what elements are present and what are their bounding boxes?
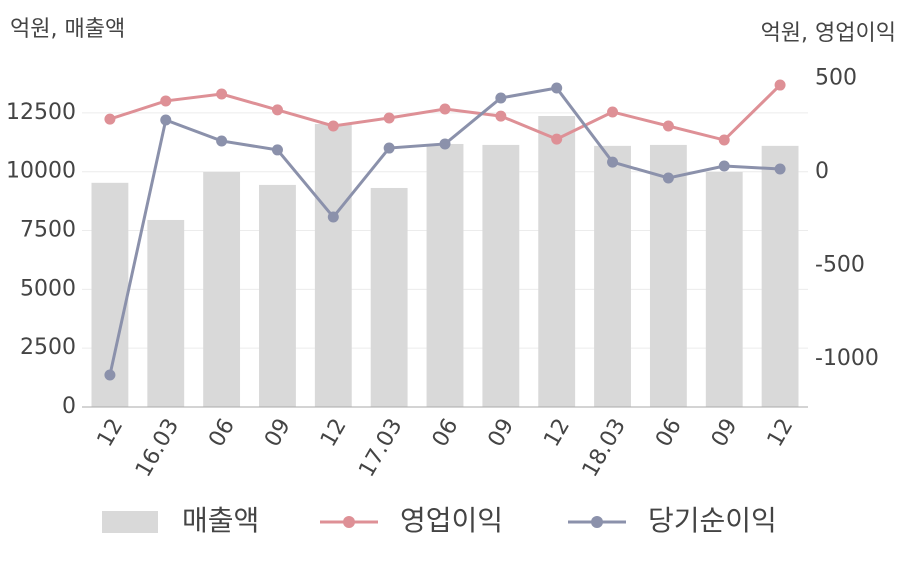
y-tick-label: 2500 <box>20 335 76 360</box>
point <box>216 88 228 100</box>
bar <box>426 143 464 407</box>
point <box>774 163 786 175</box>
point <box>216 135 228 147</box>
bar <box>203 171 241 407</box>
point <box>104 113 116 125</box>
bar <box>761 145 799 407</box>
x-tick-label: 18.03 <box>578 415 631 482</box>
legend-marker <box>343 516 355 528</box>
point <box>718 160 730 172</box>
point <box>662 120 674 132</box>
point <box>495 92 507 104</box>
x-tick-label: 12 <box>539 415 575 452</box>
x-tick-label: 09 <box>707 415 743 452</box>
point <box>495 110 507 122</box>
point <box>774 79 786 91</box>
point <box>160 114 172 126</box>
y-tick-label: 5000 <box>20 276 76 301</box>
bar <box>314 123 352 408</box>
x-tick-label: 06 <box>204 415 240 452</box>
legend-label: 영업이익 <box>400 504 503 537</box>
legend-swatch <box>102 511 158 533</box>
bar <box>147 219 185 407</box>
legend-marker <box>591 516 603 528</box>
x-tick-label: 06 <box>428 415 464 452</box>
legend-label: 당기순이익 <box>648 504 777 537</box>
point <box>327 211 339 223</box>
y-tick-label: 7500 <box>20 218 76 243</box>
bar <box>594 145 631 407</box>
point <box>662 172 674 184</box>
x-tick-label: 06 <box>651 415 687 452</box>
y2-tick-label: 500 <box>815 66 857 91</box>
legend-label: 매출액 <box>182 504 259 537</box>
point <box>718 134 730 146</box>
x-tick-label: 12 <box>93 415 129 452</box>
point <box>104 369 116 381</box>
point <box>383 112 395 124</box>
point <box>271 144 283 156</box>
y-axis-label: 억원, 매출액 <box>10 17 125 42</box>
bar <box>259 184 296 407</box>
x-tick-label: 09 <box>484 415 520 452</box>
point <box>607 106 619 118</box>
point <box>551 133 563 145</box>
point <box>383 142 395 154</box>
bar <box>649 144 687 408</box>
point <box>439 103 451 115</box>
point <box>327 120 339 132</box>
x-tick-label: 16.03 <box>131 415 184 482</box>
bar <box>538 115 576 407</box>
x-tick-label: 09 <box>260 415 296 452</box>
point <box>551 82 563 94</box>
y2-tick-label: -500 <box>815 252 865 277</box>
y-tick-label: 12500 <box>6 100 76 125</box>
y2-axis-label: 억원, 영업이익 <box>761 21 896 46</box>
point <box>160 95 172 107</box>
x-tick-label: 12 <box>763 415 799 452</box>
y2-tick-label: -1000 <box>815 346 879 371</box>
x-tick-label: 17.03 <box>354 415 407 482</box>
y-tick-label: 10000 <box>6 159 76 184</box>
x-tick-label: 12 <box>316 415 352 452</box>
y2-tick-label: 0 <box>815 159 829 184</box>
point <box>607 156 619 168</box>
bar <box>370 187 408 407</box>
bar <box>482 144 520 408</box>
bar <box>705 171 743 407</box>
point <box>271 104 283 116</box>
y-tick-label: 0 <box>62 394 76 419</box>
point <box>439 138 451 150</box>
